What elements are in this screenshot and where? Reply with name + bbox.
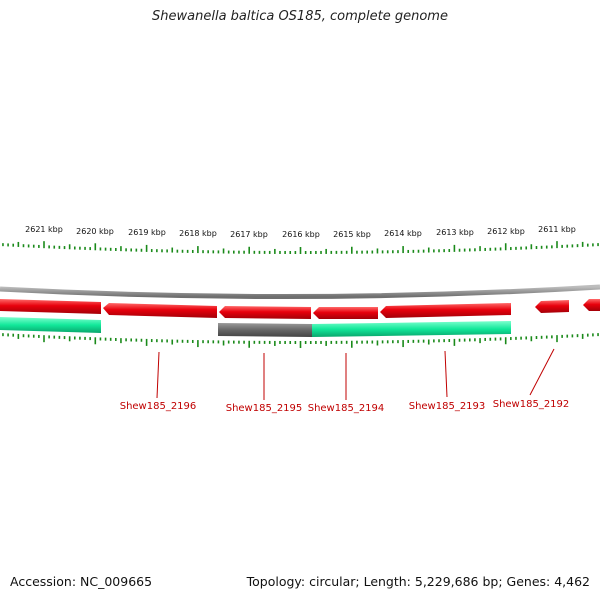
gene-arrow xyxy=(103,303,217,318)
kbp-label: 2616 kbp xyxy=(282,230,320,239)
scale-ticks-top xyxy=(2,241,599,254)
gene-leader-line xyxy=(529,348,555,396)
gene-label: Shew185_2193 xyxy=(409,401,486,412)
gene-bar-gray xyxy=(218,323,312,337)
gene-arrow xyxy=(219,306,311,319)
kbp-label: 2613 kbp xyxy=(436,228,474,237)
gene-leader-line xyxy=(444,350,448,398)
gene-bar-green xyxy=(0,317,101,333)
genome-summary-text: Topology: circular; Length: 5,229,686 bp… xyxy=(246,574,590,589)
gene-labels: Shew185_2196 Shew185_2195 Shew185_2194 S… xyxy=(120,348,570,414)
second-ring-genes xyxy=(0,317,511,337)
gene-label: Shew185_2194 xyxy=(308,403,385,414)
gene-arrow xyxy=(313,307,378,319)
map-title: Shewanella baltica OS185, complete genom… xyxy=(152,9,448,24)
kbp-label: 2612 kbp xyxy=(487,227,525,236)
kbp-scale-labels: 2621 kbp 2620 kbp 2619 kbp 2618 kbp 2617… xyxy=(25,225,576,239)
gene-arrow xyxy=(583,299,600,311)
kbp-label: 2611 kbp xyxy=(538,225,576,234)
gene-label: Shew185_2196 xyxy=(120,401,197,412)
kbp-label: 2620 kbp xyxy=(76,227,114,236)
kbp-label: 2621 kbp xyxy=(25,225,63,234)
gene-arrow xyxy=(380,303,511,318)
gene-leader-line xyxy=(156,351,160,399)
gene-arrow xyxy=(535,300,569,313)
kbp-label: 2618 kbp xyxy=(179,229,217,238)
reverse-strand-genes xyxy=(0,299,600,319)
gene-arrow xyxy=(0,299,101,314)
kbp-label: 2614 kbp xyxy=(384,229,422,238)
genome-backbone xyxy=(0,284,600,300)
kbp-label: 2615 kbp xyxy=(333,230,371,239)
scale-ticks-bottom xyxy=(2,333,599,348)
gene-label: Shew185_2192 xyxy=(493,399,570,410)
kbp-label: 2617 kbp xyxy=(230,230,268,239)
accession-text: Accession: NC_009665 xyxy=(10,574,153,589)
gene-bar-green xyxy=(312,321,511,337)
kbp-label: 2619 kbp xyxy=(128,228,166,237)
gene-label: Shew185_2195 xyxy=(226,403,303,414)
